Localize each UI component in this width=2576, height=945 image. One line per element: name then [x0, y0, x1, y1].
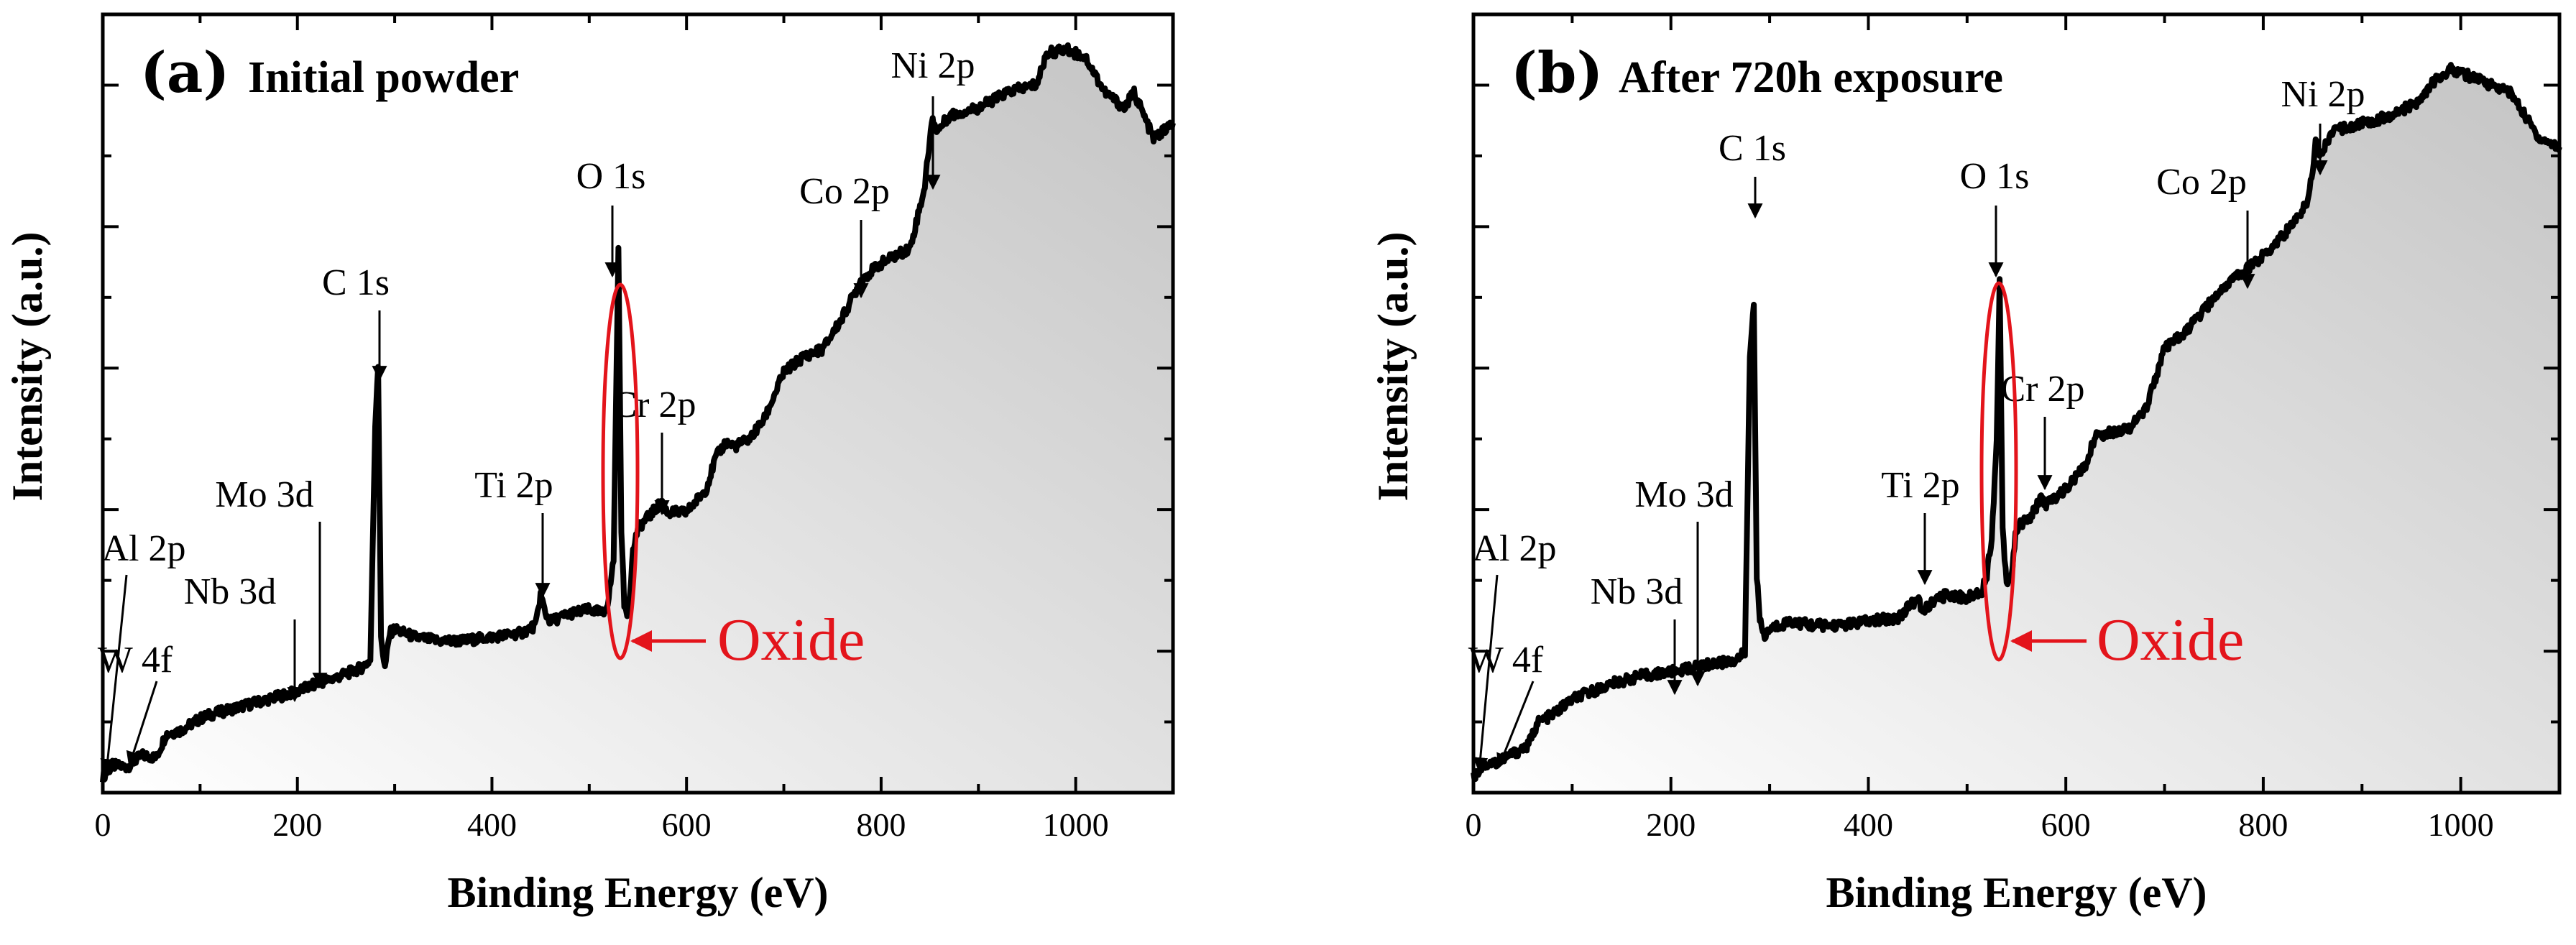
peak-label-ti-2p: Ti 2p [474, 465, 553, 506]
y-axis-label: Intensity (a.u.) [1369, 231, 1417, 501]
peak-label-c-1s: C 1s [1719, 128, 1786, 169]
peak-label-mo-3d: Mo 3d [1634, 474, 1733, 515]
x-tick-label: 600 [2041, 806, 2091, 843]
peak-label-c-1s: C 1s [322, 262, 390, 303]
panel-a: 0 200 400 600 800 1000 Binding Energy (eV) Inte… [4, 12, 1176, 916]
panel-letter: (b) [1511, 40, 1603, 106]
spectrum-fill-area [1473, 65, 2559, 793]
x-tick-label: 200 [1646, 806, 1696, 843]
peak-label-mo-3d: Mo 3d [215, 474, 313, 515]
chart-title: Initial powder [248, 53, 519, 102]
peak-label-co-2p: Co 2p [799, 171, 890, 212]
oxide-ellipse [601, 282, 640, 660]
peak-label-co-2p: Co 2p [2156, 162, 2247, 203]
peak-label-o-1s: O 1s [1960, 156, 2030, 197]
peak-label-w-4f: W 4f [98, 640, 173, 681]
x-tick-label: 600 [662, 806, 712, 843]
peak-label-nb-3d: Nb 3d [1591, 571, 1683, 612]
spectrum-fill-area [103, 45, 1173, 793]
x-tick-label: 800 [2238, 806, 2288, 843]
peak-label-ni-2p: Ni 2p [891, 45, 975, 86]
peak-label-o-1s: O 1s [576, 156, 646, 197]
peak-label-w-4f: W 4f [1468, 640, 1544, 681]
x-tick-label: 0 [1466, 806, 1482, 843]
x-axis-label: Binding Energy (eV) [1826, 869, 2207, 916]
peak-label-al-2p: Al 2p [102, 528, 186, 569]
chart-title: After 720h exposure [1619, 53, 2003, 102]
peak-label-nb-3d: Nb 3d [184, 571, 277, 612]
x-tick-label: 400 [1844, 806, 1893, 843]
peak-arrow [1496, 681, 1535, 769]
peak-label-cr-2p: Cr 2p [612, 384, 696, 425]
oxide-label: Oxide [717, 607, 865, 673]
peak-arrow [1473, 574, 1499, 773]
plot-frame [1471, 12, 2562, 795]
peak-label-ti-2p: Ti 2p [1881, 465, 1959, 506]
x-tick-label: 1000 [1043, 806, 1109, 843]
x-tick-label: 1000 [2428, 806, 2494, 843]
peak-arrow [126, 681, 158, 767]
y-axis-label: Intensity (a.u.) [4, 231, 51, 501]
peak-arrow [100, 574, 128, 775]
x-tick-label: 800 [856, 806, 906, 843]
x-tick-label: 400 [467, 806, 517, 843]
oxide-label: Oxide [2097, 607, 2244, 673]
x-tick-label: 0 [95, 806, 111, 843]
panel-b: 0 200 400 600 800 1000 Binding Energy (eV) Inte… [1369, 12, 2562, 916]
x-axis-label: Binding Energy (eV) [447, 869, 828, 916]
oxide-ellipse [1979, 281, 2018, 662]
x-tick-label: 200 [272, 806, 322, 843]
plot-frame [101, 12, 1175, 795]
peak-label-ni-2p: Ni 2p [2281, 74, 2365, 115]
peak-label-al-2p: Al 2p [1473, 528, 1557, 569]
panel-letter: (a) [140, 40, 229, 106]
